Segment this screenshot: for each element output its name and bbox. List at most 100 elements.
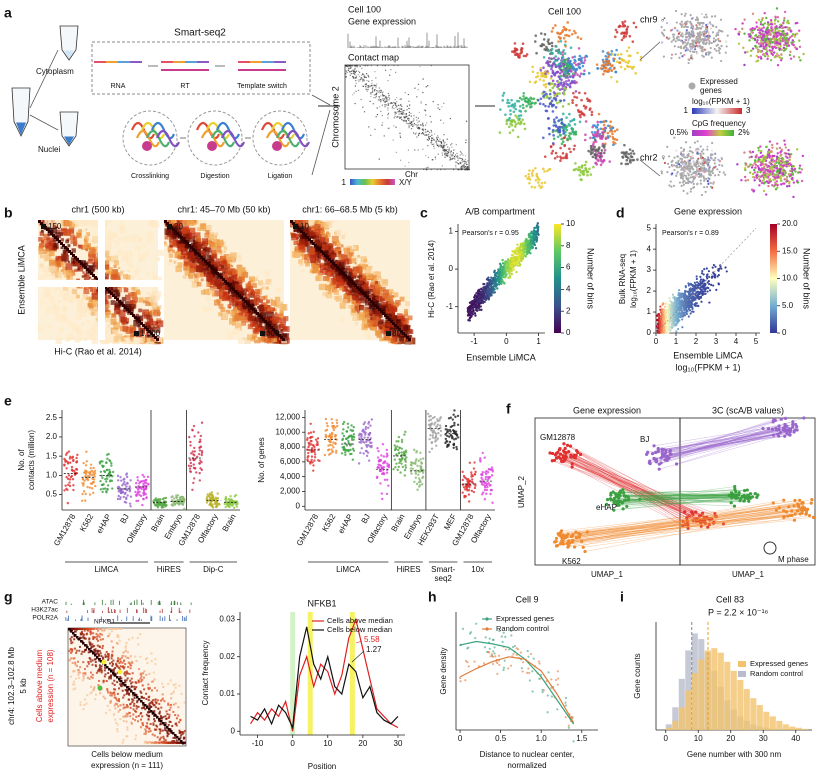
gene-bead bbox=[713, 174, 717, 177]
heatmap-cell bbox=[129, 337, 133, 340]
gene-bead bbox=[682, 40, 686, 44]
contact bbox=[420, 124, 422, 126]
heatmap-cell bbox=[44, 220, 52, 227]
gene-bead bbox=[699, 154, 703, 157]
contact bbox=[460, 169, 462, 171]
contact bbox=[464, 155, 467, 157]
heatmap-cell bbox=[138, 297, 144, 303]
heatmap-cell bbox=[241, 320, 247, 326]
chromosome-bead bbox=[560, 137, 563, 141]
heatmap-cell bbox=[62, 250, 69, 256]
contact bbox=[362, 73, 364, 75]
heatmap-cell bbox=[74, 268, 78, 272]
contact bbox=[376, 83, 378, 85]
cell-title: Cell 100 bbox=[348, 4, 381, 14]
contact bbox=[399, 117, 401, 119]
heatmap-cell bbox=[135, 267, 140, 272]
contact bbox=[425, 167, 427, 169]
gene-bead bbox=[682, 183, 685, 186]
contact bbox=[395, 106, 397, 109]
chromosome-bead bbox=[521, 103, 525, 107]
cpg-bead bbox=[776, 16, 780, 19]
contact bbox=[418, 128, 420, 130]
cpg-bead bbox=[784, 38, 787, 41]
contact bbox=[346, 65, 348, 67]
chromosome-bead bbox=[542, 102, 545, 106]
chromosome-bead bbox=[632, 21, 636, 25]
heatmap-cell bbox=[55, 314, 63, 321]
heatmap-cell bbox=[125, 294, 131, 301]
contact bbox=[440, 119, 442, 121]
chromosome-bead bbox=[522, 91, 526, 95]
cpg-bead bbox=[797, 29, 801, 32]
chromosome-bead bbox=[568, 112, 571, 116]
contact bbox=[465, 141, 467, 144]
chromosome-bead bbox=[604, 66, 607, 69]
chromosome-bead bbox=[628, 34, 632, 38]
chromosome-bead bbox=[532, 97, 536, 101]
chromosome-bead bbox=[579, 72, 583, 76]
heatmap-cell bbox=[102, 272, 109, 280]
gene-bead bbox=[713, 47, 716, 51]
chromosome-bead bbox=[604, 62, 608, 66]
gene-bead bbox=[661, 41, 664, 44]
contact bbox=[468, 169, 471, 171]
cpg-bead bbox=[774, 29, 777, 33]
cpg-colorbar bbox=[692, 130, 734, 136]
contact bbox=[402, 112, 404, 114]
heatmap-cell bbox=[52, 287, 58, 292]
chromosome-bead bbox=[558, 130, 562, 133]
gene-bead bbox=[668, 166, 671, 169]
cpg-bead bbox=[779, 159, 783, 163]
contact bbox=[458, 169, 460, 171]
heatmap-cell bbox=[61, 313, 66, 319]
cpg-bead bbox=[765, 53, 769, 56]
contact bbox=[363, 74, 365, 76]
contact bbox=[392, 105, 394, 107]
chromosome-bead bbox=[628, 65, 632, 69]
heatmap-cell bbox=[39, 300, 45, 305]
contact bbox=[387, 109, 389, 111]
contact bbox=[408, 111, 411, 113]
contact bbox=[348, 68, 350, 70]
contact bbox=[446, 138, 448, 140]
chromosome-bead bbox=[551, 128, 555, 132]
contact bbox=[349, 65, 351, 68]
gene-bead bbox=[680, 184, 683, 187]
heatmap-cell bbox=[146, 337, 153, 344]
contact bbox=[380, 91, 382, 93]
chromosome-bead bbox=[523, 97, 526, 101]
cpg-bead bbox=[755, 174, 758, 177]
cpg-bead bbox=[787, 148, 790, 152]
heatmap-cell bbox=[103, 250, 110, 257]
heatmap-cell bbox=[116, 295, 120, 298]
cpg-bead bbox=[775, 25, 778, 28]
gene-bead bbox=[667, 162, 670, 165]
heatmap-cell bbox=[146, 271, 151, 275]
chromosome-bead bbox=[627, 59, 631, 63]
cpg-bead bbox=[746, 178, 750, 182]
chromosome-bead bbox=[607, 68, 610, 71]
chromosome-bead bbox=[534, 179, 538, 182]
contact bbox=[405, 116, 407, 118]
chromosome-bead bbox=[584, 167, 588, 171]
chromosome-bead bbox=[590, 113, 594, 117]
contact bbox=[464, 161, 466, 163]
gene-bead bbox=[673, 27, 677, 30]
heatmap-cell bbox=[56, 220, 62, 225]
chromosome-bead bbox=[584, 160, 588, 164]
chromosome-bead bbox=[559, 52, 563, 56]
chromosome-bead bbox=[604, 119, 608, 123]
heatmap-cell bbox=[88, 296, 95, 302]
heatmap-cell bbox=[49, 260, 56, 267]
gene-bead bbox=[718, 163, 721, 167]
heatmap-cell bbox=[108, 285, 114, 290]
contact bbox=[387, 127, 389, 130]
contact bbox=[387, 104, 389, 106]
contact bbox=[366, 79, 368, 82]
contact bbox=[456, 162, 458, 164]
gene-bead bbox=[680, 34, 683, 37]
contact bbox=[397, 104, 400, 106]
chromosome-bead bbox=[552, 137, 556, 141]
chromosome-bead bbox=[550, 82, 554, 85]
